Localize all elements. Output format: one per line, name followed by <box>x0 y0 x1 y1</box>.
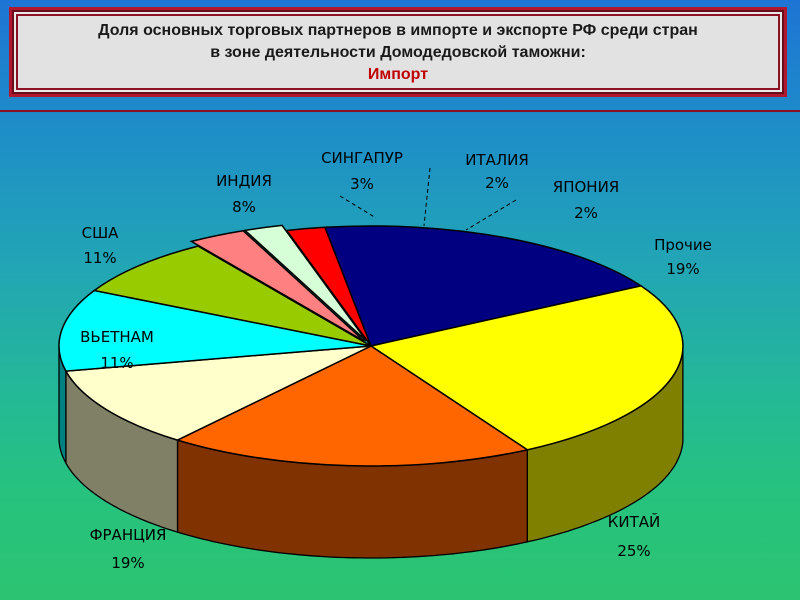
slice-value-ВЬЕТНАМ: 11% <box>100 354 133 372</box>
slice-value-Прочие: 19% <box>666 260 699 278</box>
pie-slice-КИТАЙ <box>369 285 684 451</box>
slice-label-ФРАНЦИЯ: ФРАНЦИЯ <box>90 526 167 544</box>
divider-line <box>0 110 800 112</box>
slice-value-ИНДИЯ: 8% <box>232 198 256 216</box>
slice-label-СИНГАПУР: СИНГАПУР <box>321 149 403 167</box>
title-panel: Доля основных торговых партнеров в импор… <box>9 7 787 97</box>
slice-label-КИТАЙ: КИТАЙ <box>608 512 661 531</box>
pie-slice-ИНДИЯ <box>92 245 372 347</box>
chart-title-line2: в зоне деятельности Домодедовской таможн… <box>210 44 586 61</box>
slice-value-СИНГАПУР: 3% <box>350 175 374 193</box>
pie-slice-ФРАНЦИЯ <box>175 345 530 467</box>
leader-line-ЯПОНИЯ <box>465 199 517 231</box>
slice-value-ФРАНЦИЯ: 19% <box>111 554 144 572</box>
chart-title-line1: Доля основных торговых партнеров в импор… <box>98 22 698 39</box>
pie-slice-Прочие <box>323 225 643 347</box>
slice-value-ИТАЛИЯ: 2% <box>485 174 509 192</box>
pie-slice-США <box>58 289 372 372</box>
pie-slice-ВЬЕТНАМ <box>64 345 372 441</box>
slice-label-ИНДИЯ: ИНДИЯ <box>216 172 272 190</box>
slice-label-ВЬЕТНАМ: ВЬЕТНАМ <box>80 328 154 346</box>
slice-label-США: США <box>82 224 120 242</box>
pie-tops <box>58 224 684 467</box>
pie-slice-СИНГАПУР <box>189 229 365 342</box>
leader-line-ИТАЛИЯ <box>423 167 431 227</box>
slice-value-КИТАЙ: 25% <box>617 542 650 560</box>
slice-value-США: 11% <box>83 249 116 267</box>
leader-line-СИНГАПУР <box>339 195 377 219</box>
pie-sides <box>58 346 684 559</box>
slice-label-Прочие: Прочие <box>654 236 712 254</box>
pie-slice-ИТАЛИЯ <box>243 224 367 342</box>
slice-label-ЯПОНИЯ: ЯПОНИЯ <box>553 178 619 196</box>
pie-labels: ИТАЛИЯ 2% ЯПОНИЯ 2% Прочие 19% КИТАЙ 25% ФРАНЦИЯ… <box>80 149 712 572</box>
chart-subtitle: Импорт <box>367 66 429 83</box>
slice-label-ИТАЛИЯ: ИТАЛИЯ <box>465 151 529 169</box>
slice-value-ЯПОНИЯ: 2% <box>574 204 598 222</box>
